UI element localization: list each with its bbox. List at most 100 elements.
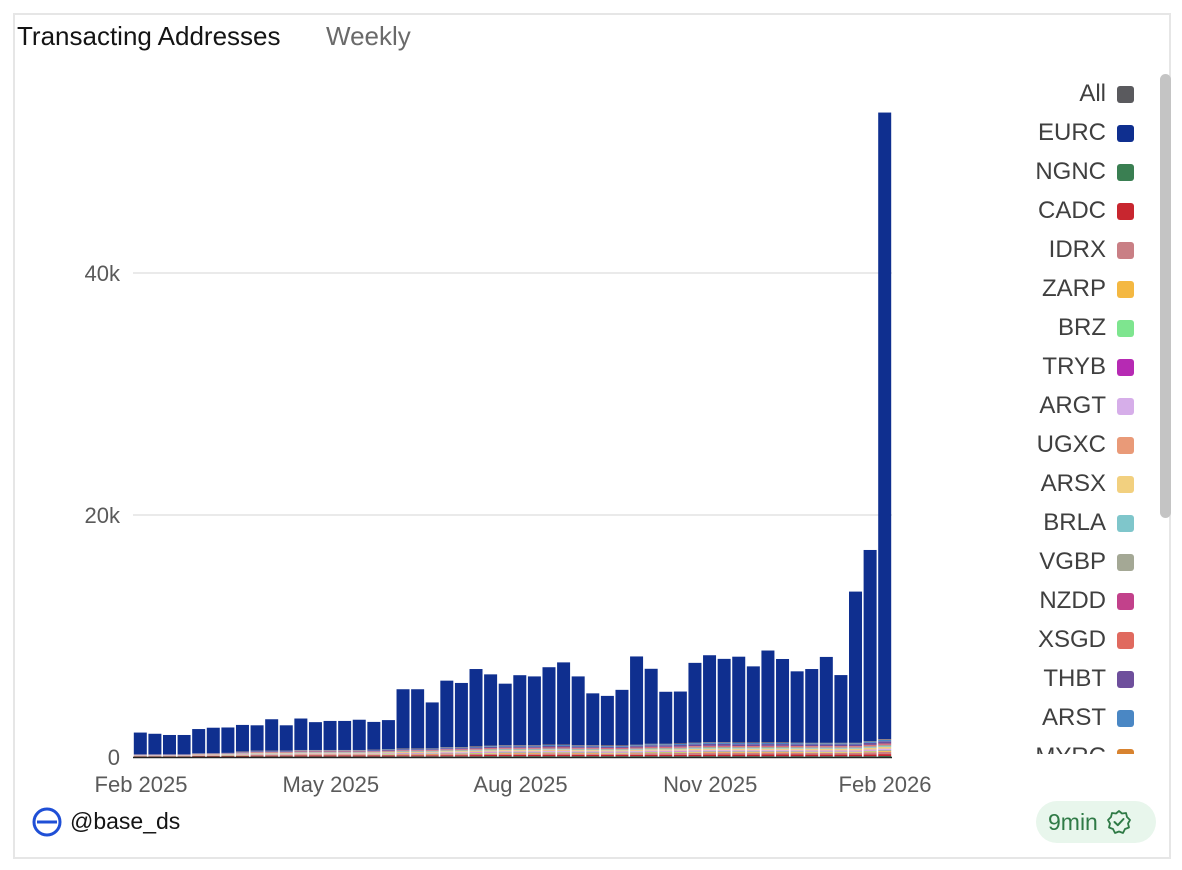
bar-arsx[interactable] <box>630 749 644 751</box>
bar-vgbp[interactable] <box>834 747 848 749</box>
author-handle[interactable]: @base_ds <box>70 808 181 834</box>
bar-cadc[interactable] <box>688 754 702 757</box>
bar-idrx[interactable] <box>440 754 454 756</box>
bar-cadc[interactable] <box>659 754 673 757</box>
bar-eurc[interactable] <box>308 722 322 750</box>
bar-thbt[interactable] <box>513 746 527 748</box>
bar-zarp[interactable] <box>863 751 877 753</box>
bar-arst[interactable] <box>878 739 892 742</box>
bar-idrx[interactable] <box>294 754 308 756</box>
bar-ngnc[interactable] <box>381 756 395 757</box>
bar-xsgd[interactable] <box>819 746 833 747</box>
bar-argt[interactable] <box>440 752 454 754</box>
bar-xsgd[interactable] <box>630 747 644 749</box>
bar-xsgd[interactable] <box>849 746 863 747</box>
bar-vgbp[interactable] <box>557 748 571 750</box>
bar-argt[interactable] <box>484 751 498 753</box>
bar-brla[interactable] <box>703 748 717 749</box>
bar-vgbp[interactable] <box>746 747 760 749</box>
bar-cadc[interactable] <box>761 754 775 757</box>
bar-vgbp[interactable] <box>469 749 483 751</box>
bar-thbt[interactable] <box>761 744 775 746</box>
bar-zarp[interactable] <box>834 752 848 753</box>
bar-idrx[interactable] <box>411 754 425 756</box>
bar-eurc[interactable] <box>513 675 527 746</box>
bar-idrx[interactable] <box>834 752 848 755</box>
bar-ngnc[interactable] <box>776 756 790 757</box>
bar-argt[interactable] <box>469 751 483 753</box>
bar-vgbp[interactable] <box>425 750 439 752</box>
bar-ngnc[interactable] <box>600 756 614 757</box>
bar-zarp[interactable] <box>688 752 702 753</box>
bar-idrx[interactable] <box>308 754 322 756</box>
bar-eurc[interactable] <box>454 682 468 748</box>
bar-thbt[interactable] <box>338 750 352 752</box>
bar-cadc[interactable] <box>454 755 468 757</box>
bar-vgbp[interactable] <box>863 746 877 748</box>
bar-thbt[interactable] <box>644 745 658 747</box>
bar-idrx[interactable] <box>615 753 629 755</box>
bar-brla[interactable] <box>849 748 863 749</box>
bar-idrx[interactable] <box>469 753 483 756</box>
bar-arst[interactable] <box>863 741 877 743</box>
bar-thbt[interactable] <box>411 749 425 751</box>
bar-vgbp[interactable] <box>396 750 410 752</box>
bar-argt[interactable] <box>805 750 819 752</box>
legend-item-brla[interactable]: BRLA <box>1043 506 1134 540</box>
bar-ngnc[interactable] <box>630 756 644 757</box>
bar-thbt[interactable] <box>571 746 585 748</box>
bar-arsx[interactable] <box>717 748 731 750</box>
bar-cadc[interactable] <box>498 754 512 757</box>
bar-xsgd[interactable] <box>790 745 804 747</box>
bar-cadc[interactable] <box>235 755 249 757</box>
bar-thbt[interactable] <box>323 750 337 752</box>
bar-thbt[interactable] <box>542 745 556 748</box>
bar-eurc[interactable] <box>294 718 308 750</box>
bar-zarp[interactable] <box>542 752 556 754</box>
bar-argt[interactable] <box>498 751 512 753</box>
bar-eurc[interactable] <box>659 691 673 744</box>
bar-xsgd[interactable] <box>761 745 775 747</box>
bar-ngnc[interactable] <box>527 756 541 757</box>
bar-vgbp[interactable] <box>527 748 541 750</box>
bar-arst[interactable] <box>586 745 600 747</box>
bar-arst[interactable] <box>717 742 731 744</box>
bar-vgbp[interactable] <box>819 747 833 749</box>
bar-thbt[interactable] <box>732 744 746 746</box>
bar-brla[interactable] <box>688 748 702 749</box>
bar-arst[interactable] <box>659 744 673 746</box>
legend-item-eurc[interactable]: EURC <box>1038 116 1134 150</box>
bar-zarp[interactable] <box>790 752 804 753</box>
bar-argt[interactable] <box>571 751 585 753</box>
legend-item-vgbp[interactable]: VGBP <box>1039 545 1134 579</box>
bar-eurc[interactable] <box>834 675 848 743</box>
bar-xsgd[interactable] <box>673 746 687 748</box>
bar-eurc[interactable] <box>776 658 790 743</box>
bar-ngnc[interactable] <box>425 756 439 757</box>
bar-vgbp[interactable] <box>805 747 819 749</box>
bar-eurc[interactable] <box>367 721 381 750</box>
bar-eurc[interactable] <box>425 702 439 749</box>
bar-ngnc[interactable] <box>250 756 264 757</box>
bar-arsx[interactable] <box>659 749 673 751</box>
bar-ngnc[interactable] <box>571 756 585 757</box>
bar-eurc[interactable] <box>469 669 483 747</box>
bar-arst[interactable] <box>819 743 833 745</box>
bar-idrx[interactable] <box>878 751 892 755</box>
bar-cadc[interactable] <box>819 754 833 757</box>
bar-arsx[interactable] <box>644 749 658 751</box>
bar-cadc[interactable] <box>717 754 731 757</box>
legend-item-idrx[interactable]: IDRX <box>1049 233 1134 267</box>
bar-arsx[interactable] <box>849 748 863 750</box>
bar-brla[interactable] <box>717 748 731 749</box>
bar-ngnc[interactable] <box>396 756 410 757</box>
bar-idrx[interactable] <box>717 752 731 755</box>
bar-vgbp[interactable] <box>440 750 454 751</box>
bar-arst[interactable] <box>849 743 863 745</box>
bar-zarp[interactable] <box>557 752 571 754</box>
bar-argt[interactable] <box>644 750 658 752</box>
bar-vgbp[interactable] <box>484 749 498 750</box>
bar-eurc[interactable] <box>849 591 863 743</box>
bar-arst[interactable] <box>527 745 541 747</box>
bar-cadc[interactable] <box>703 754 717 757</box>
